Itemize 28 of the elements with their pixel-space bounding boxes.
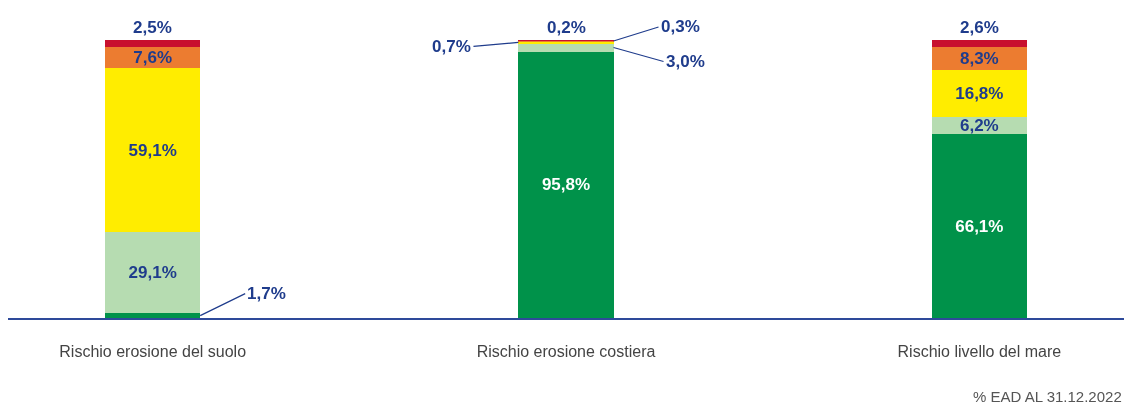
bar — [518, 51, 614, 318]
data-label: 16,8% — [955, 84, 1004, 104]
bar — [105, 232, 201, 314]
data-label: 3,0% — [666, 52, 705, 71]
bar — [931, 134, 1027, 318]
data-label: 7,6% — [133, 48, 173, 68]
data-label: 8,3% — [959, 49, 999, 69]
data-label: 59,1% — [128, 140, 177, 160]
x-tick-label: Rischio erosione del suolo — [59, 342, 247, 360]
data-label: 95,8% — [541, 175, 591, 195]
bar — [931, 40, 1027, 48]
bar — [105, 40, 201, 47]
bar — [105, 68, 201, 233]
x-tick-label: Rischio erosione costiera — [476, 342, 656, 360]
x-tick-label: Rischio livello del mare — [897, 342, 1062, 360]
data-label: 0,7% — [432, 37, 471, 56]
bar — [105, 313, 201, 318]
data-label: 6,2% — [959, 116, 999, 136]
data-label: 0,2% — [547, 18, 586, 37]
data-label: 0,3% — [661, 17, 700, 36]
text: % EAD AL 31.12.2022 — [973, 388, 1122, 405]
data-label: 1,7% — [247, 284, 286, 303]
data-label: 2,6% — [960, 18, 999, 37]
bar — [931, 70, 1027, 118]
data-label: 66,1% — [955, 216, 1004, 236]
bar — [518, 43, 614, 52]
data-label: 2,5% — [133, 18, 172, 37]
data-label: 29,1% — [128, 263, 177, 283]
